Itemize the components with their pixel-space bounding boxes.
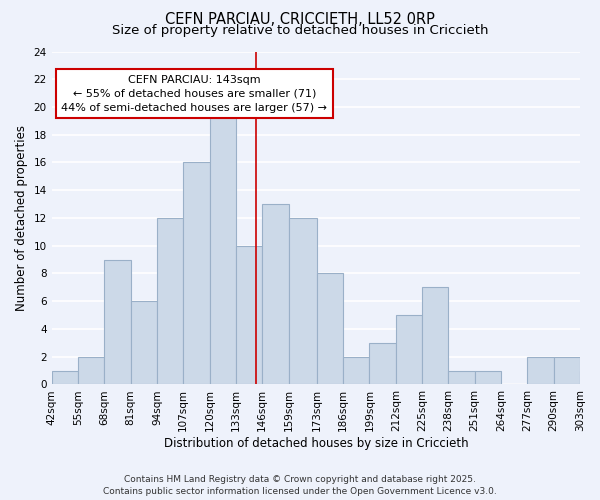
Bar — [157, 218, 183, 384]
Bar — [78, 356, 104, 384]
Y-axis label: Number of detached properties: Number of detached properties — [15, 125, 28, 311]
Bar — [475, 370, 501, 384]
Bar — [317, 274, 343, 384]
Bar — [580, 370, 600, 384]
Bar — [289, 218, 317, 384]
Bar — [527, 356, 554, 384]
Text: CEFN PARCIAU, CRICCIETH, LL52 0RP: CEFN PARCIAU, CRICCIETH, LL52 0RP — [165, 12, 435, 28]
Bar — [183, 162, 209, 384]
Bar — [104, 260, 131, 384]
Bar — [370, 343, 396, 384]
Bar — [448, 370, 475, 384]
Bar — [262, 204, 289, 384]
Bar — [236, 246, 262, 384]
Bar — [343, 356, 370, 384]
Bar — [396, 315, 422, 384]
Text: Size of property relative to detached houses in Criccieth: Size of property relative to detached ho… — [112, 24, 488, 37]
Text: Contains HM Land Registry data © Crown copyright and database right 2025.
Contai: Contains HM Land Registry data © Crown c… — [103, 474, 497, 496]
Bar — [422, 288, 448, 384]
Bar — [209, 107, 236, 384]
Bar — [52, 370, 78, 384]
X-axis label: Distribution of detached houses by size in Criccieth: Distribution of detached houses by size … — [164, 437, 468, 450]
Text: CEFN PARCIAU: 143sqm
← 55% of detached houses are smaller (71)
44% of semi-detac: CEFN PARCIAU: 143sqm ← 55% of detached h… — [61, 75, 328, 113]
Bar — [554, 356, 580, 384]
Bar — [131, 301, 157, 384]
